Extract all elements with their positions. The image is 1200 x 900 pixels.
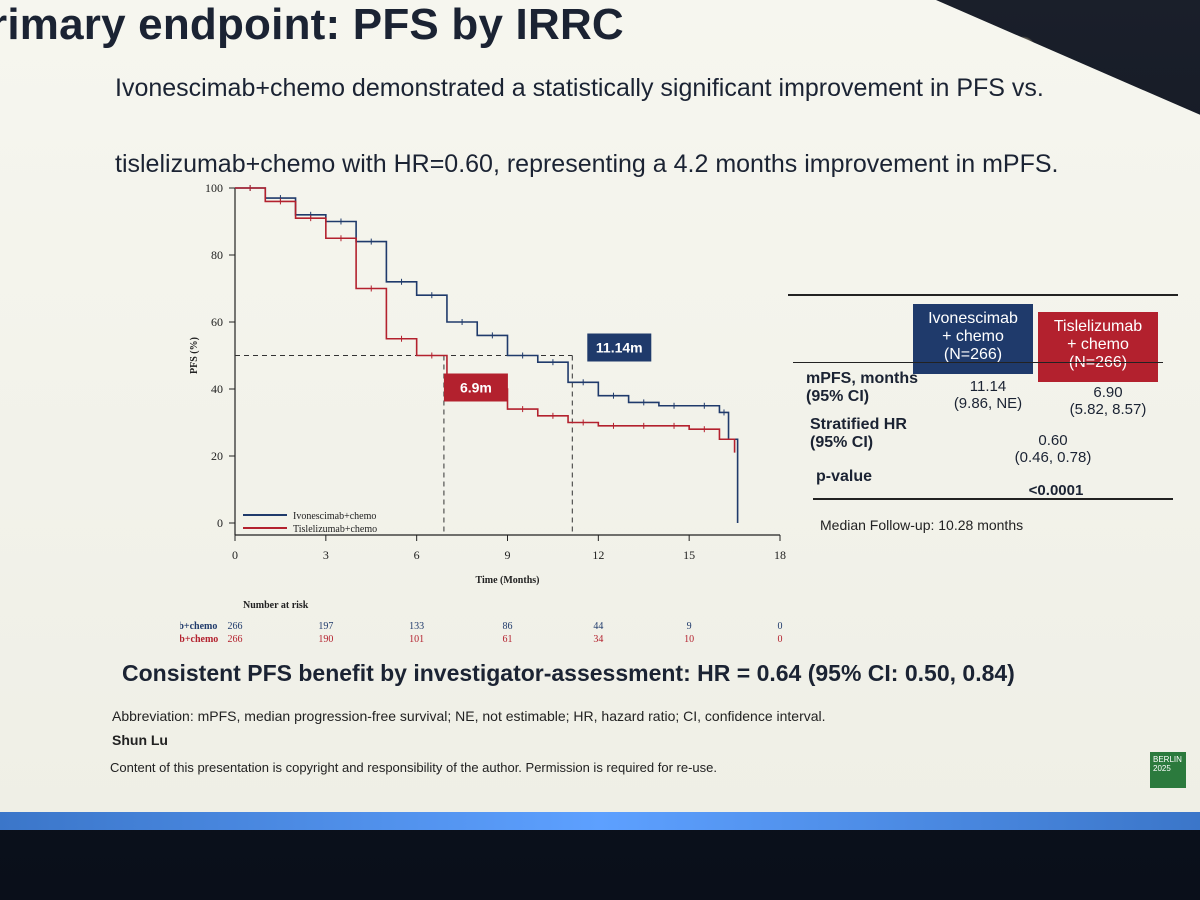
y-tick-label: 20 — [211, 449, 223, 463]
hr-label: Stratified HR (95% CI) — [810, 416, 907, 451]
risk-count: 86 — [503, 621, 513, 632]
series-line-tislelizumab — [235, 187, 736, 453]
risk-row-label: Ivonescimab+chemo — [180, 621, 217, 632]
risk-count: 34 — [593, 634, 603, 645]
risk-count: 10 — [684, 634, 694, 645]
risk-count: 197 — [318, 621, 333, 632]
stage-light-band — [0, 812, 1200, 830]
risk-count: 266 — [228, 634, 243, 645]
median-label-box — [587, 333, 652, 362]
median-label: 6.9m — [460, 380, 492, 396]
x-tick-label: 9 — [505, 548, 511, 562]
x-axis-label: Time (Months) — [476, 575, 540, 586]
x-tick-label: 15 — [683, 548, 695, 562]
y-tick-label: 100 — [205, 181, 223, 195]
author-name: Shun Lu — [112, 732, 168, 748]
x-tick-label: 3 — [323, 548, 329, 562]
risk-count: 9 — [687, 621, 692, 632]
y-tick-label: 40 — [211, 382, 223, 396]
x-tick-label: 12 — [592, 548, 604, 562]
presentation-slide: rimary endpoint: PFS by IRRC Ivonescimab… — [0, 0, 1200, 820]
number-at-risk-title: Number at risk — [243, 600, 309, 611]
copyright-note: Content of this presentation is copyrigh… — [110, 760, 717, 775]
hr-value: 0.60 (0.46, 0.78) — [1014, 432, 1092, 466]
pvalue-value: <0.0001 — [1028, 482, 1084, 499]
median-label: 11.14m — [596, 340, 643, 356]
abbreviation-note: Abbreviation: mPFS, median progression-f… — [112, 708, 826, 724]
risk-count: 101 — [409, 634, 424, 645]
x-tick-label: 18 — [774, 548, 786, 562]
results-table: Ivonescimab + chemo (N=266) Tislelizumab… — [788, 292, 1178, 512]
risk-count: 0 — [778, 621, 783, 632]
x-tick-label: 6 — [414, 548, 420, 562]
conference-logo: BERLIN 2025 — [1150, 752, 1186, 788]
table-header-border — [793, 362, 1163, 363]
risk-count: 44 — [593, 621, 603, 632]
risk-count: 190 — [318, 634, 333, 645]
y-tick-label: 60 — [211, 315, 223, 329]
risk-count: 0 — [778, 634, 783, 645]
pvalue-label: p-value — [816, 468, 873, 485]
median-followup: Median Follow-up: 10.28 months — [820, 517, 1024, 533]
mpfs-ivonescimab: 11.14 (9.86, NE) — [953, 378, 1023, 412]
table-top-border — [788, 294, 1178, 296]
mpfs-label: mPFS, months (95% CI) — [806, 370, 919, 405]
slide-subtitle-line1: Ivonescimab+chemo demonstrated a statist… — [115, 74, 1044, 102]
risk-row-label: Tislelizumab+chemo — [180, 634, 218, 645]
median-label-box — [443, 373, 508, 402]
table-bottom-border — [813, 498, 1173, 500]
mpfs-tislelizumab: 6.90 (5.82, 8.57) — [1069, 384, 1147, 418]
y-axis-label: PFS (%) — [189, 337, 200, 374]
slide-title: rimary endpoint: PFS by IRRC — [0, 0, 624, 49]
consistent-benefit-note: Consistent PFS benefit by investigator-a… — [122, 660, 1015, 686]
y-tick-label: 80 — [211, 248, 223, 262]
risk-count: 61 — [503, 634, 513, 645]
y-tick-label: 0 — [217, 516, 223, 530]
legend-label: Tislelizumab+chemo — [293, 524, 377, 535]
risk-count: 133 — [409, 621, 424, 632]
slide-subtitle-line2: tislelizumab+chemo with HR=0.60, represe… — [115, 150, 1059, 178]
legend-label: Ivonescimab+chemo — [293, 511, 376, 522]
risk-count: 266 — [228, 621, 243, 632]
header-tislelizumab: Tislelizumab + chemo (N=266) — [1038, 312, 1158, 382]
x-tick-label: 0 — [232, 548, 238, 562]
header-ivonescimab: Ivonescimab + chemo (N=266) — [913, 304, 1033, 374]
